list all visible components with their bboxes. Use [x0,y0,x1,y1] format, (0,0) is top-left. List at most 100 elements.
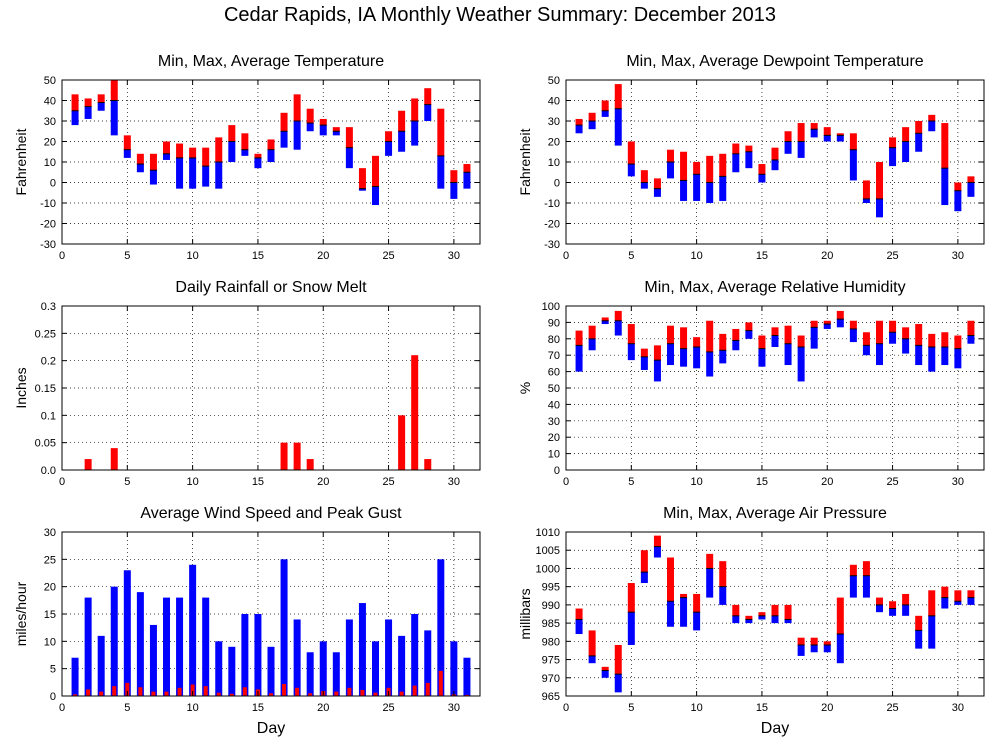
wind-avg-bar [334,691,339,696]
temp-min-bar [123,149,131,158]
temp-min-bar [450,182,458,199]
rh-max-bar [758,335,766,349]
rh-min-bar [758,348,766,367]
dewpoint-min-bar [627,164,635,177]
dewpoint-max-bar [667,149,674,162]
pressure-min-bar [680,597,688,627]
wind-xtick-label: 10 [187,702,199,714]
dewpoint-min-bar [719,176,727,201]
pressure-min-bar [667,601,674,627]
rh-max-bar [941,332,949,347]
temp-min-bar [358,188,366,191]
rh-max-bar [928,333,936,347]
pressure-xtick-label: 20 [821,702,833,714]
wind-avg-bar [242,687,247,696]
dewpoint-max-bar [836,133,844,136]
wind-avg-bar [190,684,195,696]
dewpoint-max-bar [941,123,949,169]
pressure-plot-frame [565,531,985,697]
wind-avg-bar [360,689,365,696]
temp-ytick-label: 10 [44,157,56,169]
wind-avg-bar [399,691,404,696]
temp-min-bar [176,157,184,189]
pressure-max-bar [862,561,870,576]
rain-bar [398,415,406,470]
dewpoint-min-bar [758,174,766,183]
dewpoint-min-bar [640,182,648,189]
temp-min-bar [463,172,471,189]
wind-avg-bar [151,691,156,696]
temp-max-bar [163,141,170,154]
rain-ytick-label: 0.25 [35,328,56,340]
dewpoint-xtick-label: 20 [821,250,833,262]
pressure-max-bar [784,604,792,620]
rain-bar [280,442,288,470]
dewpoint-min-bar [745,151,753,169]
rh-panel: Min, Max, Average Relative Humidity 0 10 20… [517,279,985,488]
wind-gust-bar [424,630,432,696]
wind-gust-bar [215,641,223,696]
pressure-xtick-label: 25 [886,702,898,714]
temp-min-bar [267,149,275,162]
pressure-min-bar [876,604,883,613]
rh-max-bar [653,345,661,361]
dewpoint-title: Min, Max, Average Dewpoint Temperature [626,53,923,70]
pressure-max-bar [915,615,923,631]
rain-xtick-label: 10 [187,476,199,488]
wind-gust-bar [84,597,92,696]
temp-max-bar [424,88,432,105]
wind-xtick-label: 30 [448,702,460,714]
rh-min-bar [862,345,870,356]
pressure-min-bar [810,644,818,653]
dewpoint-max-bar [614,84,622,109]
temp-xtick-label: 5 [124,250,130,262]
temp-panel: Min, Max, Average Temperature -30 -20 -10 0 1… [13,53,481,262]
wind-gust-bar [163,597,170,696]
rh-min-bar [614,320,622,336]
rain-ytick-label: 0.2 [41,356,56,368]
pressure-ytick-label: 980 [542,636,560,648]
temp-min-bar [254,157,262,169]
temp-min-bar [241,149,249,156]
temp-max-bar [110,80,118,101]
dewpoint-min-bar [915,133,923,152]
temp-min-bar [319,125,327,136]
wind-gust-bar [398,635,406,696]
dewpoint-xtick-label: 15 [756,250,768,262]
rh-min-bar [967,335,975,344]
dewpoint-max-bar [680,151,688,181]
pressure-ytick-label: 985 [542,618,560,630]
pressure-max-bar [836,597,844,635]
main-title: Cedar Rapids, IA Monthly Weather Summary… [223,4,777,26]
rain-xtick-label: 5 [124,476,130,488]
dewpoint-xtick-label: 25 [886,250,898,262]
wind-avg-bar [73,694,78,696]
pressure-max-bar [614,644,622,675]
dewpoint-max-bar [601,100,609,111]
pressure-min-bar [849,575,857,598]
dewpoint-max-bar [627,141,635,165]
pressure-max-bar [758,612,766,616]
rh-xtick-label: 15 [756,476,768,488]
dewpoint-min-bar [653,188,661,197]
rh-min-bar [693,347,701,369]
temp-min-bar [424,104,432,121]
wind-avg-bar [177,687,182,696]
wind-gust-bar [228,646,236,696]
rain-xtick-label: 25 [382,476,394,488]
temp-min-bar [84,106,92,119]
rh-min-bar [915,345,923,366]
pressure-min-bar [640,572,648,584]
rain-bar [411,355,419,470]
wind-avg-bar [347,687,352,696]
pressure-max-bar [653,535,661,547]
temp-max-bar [136,153,144,165]
rh-max-bar [810,320,818,328]
wind-gust-bar [450,641,458,696]
temp-min-bar [202,166,210,187]
dewpoint-max-bar [745,145,753,152]
rh-max-bar [706,320,714,352]
rh-max-bar [719,333,727,351]
rh-max-bar [967,320,975,336]
temp-min-bar [437,155,445,189]
